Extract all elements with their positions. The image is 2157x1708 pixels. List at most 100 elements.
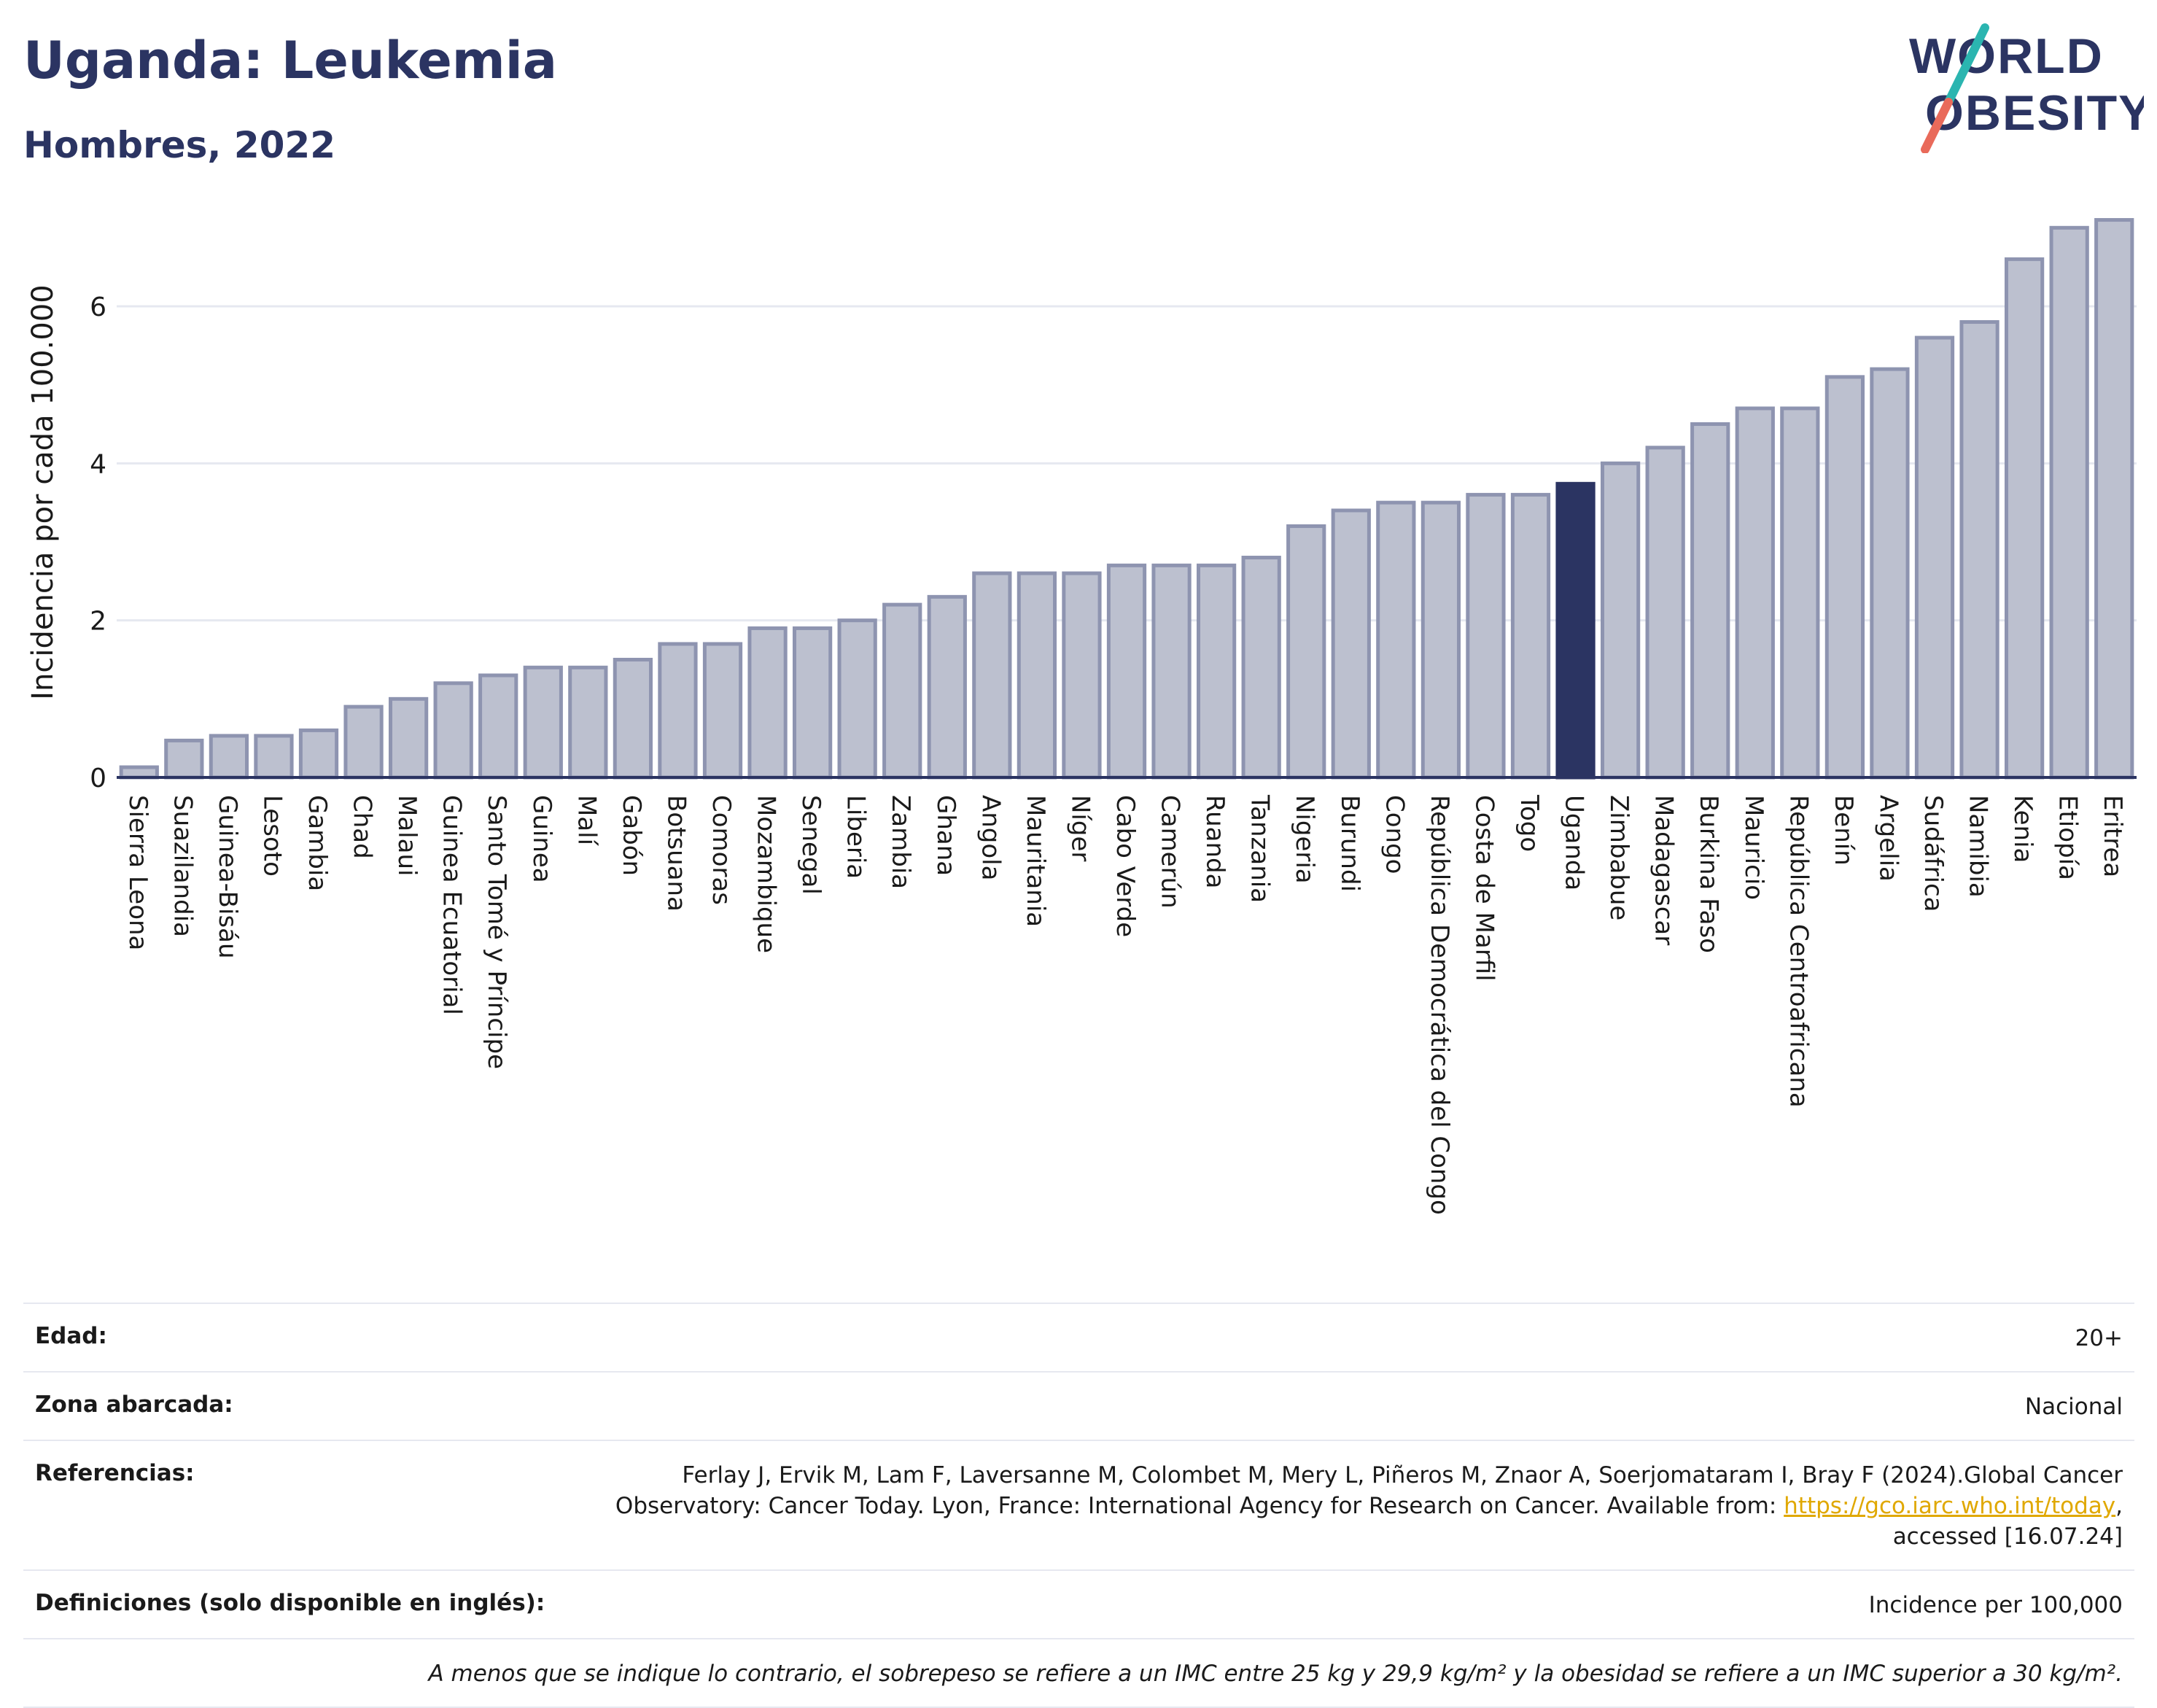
bar-botsuana <box>658 642 698 780</box>
bar-comoras <box>702 642 743 780</box>
ref-line-2: Observatory: Cancer Today. Lyon, France:… <box>615 1493 1784 1519</box>
bar-ghana <box>927 594 967 780</box>
bar-liberia <box>837 618 877 780</box>
bar-eritrea <box>2094 218 2134 780</box>
bar-etiopía <box>2049 225 2089 780</box>
x-tick-label: Madagascar <box>1649 795 1679 945</box>
y-tick-label: 4 <box>90 449 106 479</box>
x-tick-label: Sierra Leona <box>123 795 152 950</box>
x-tick-label: Comoras <box>707 795 736 905</box>
bar-madagascar <box>1645 446 1685 780</box>
x-tick-label: Cabo Verde <box>1111 795 1140 937</box>
x-tick-label: Eritrea <box>2098 795 2127 877</box>
page-title: Uganda: Leukemia <box>23 31 557 90</box>
x-tick-label: Congo <box>1380 795 1409 874</box>
x-tick-label: República Democrática del Congo <box>1425 795 1454 1215</box>
definiciones-label: Definiciones (solo disponible en inglés)… <box>35 1590 545 1616</box>
x-tick-label: Guinea <box>527 795 556 883</box>
x-tick-label: Liberia <box>842 795 871 879</box>
bar-malí <box>568 665 608 780</box>
x-tick-label: Kenia <box>2008 795 2037 863</box>
x-tick-label: Tanzania <box>1245 794 1275 903</box>
x-tick-label: Burkina Faso <box>1694 795 1723 953</box>
bar-república-centroafricana <box>1780 406 1820 780</box>
bar-mauricio <box>1735 406 1775 780</box>
axes: 0 2 4 6 <box>90 292 2137 793</box>
bar-mauritania <box>1017 571 1057 780</box>
bar-costa-de-marfil <box>1466 492 1506 780</box>
bar-gabón <box>613 657 653 780</box>
x-tick-label: Namibia <box>1964 795 1993 898</box>
bar-congo <box>1376 500 1416 780</box>
bar-tanzania <box>1241 556 1281 780</box>
x-tick-label: Angola <box>976 795 1005 880</box>
y-tick-label: 2 <box>90 607 106 637</box>
bar-mozambique <box>747 626 788 780</box>
x-tick-label: Argelia <box>1873 795 1903 882</box>
x-tick-label: Ghana <box>931 795 960 876</box>
bar-sudáfrica <box>1914 335 1955 780</box>
bar-república-democrática-del-congo <box>1420 500 1461 780</box>
info-row-zona: Zona abarcada: Nacional <box>23 1371 2134 1440</box>
x-tick-label: Camerún <box>1156 795 1185 909</box>
bar-lesoto <box>254 734 294 780</box>
category-labels: Sierra Leona Suazilandia Guinea-Bisáu Lesot… <box>123 794 2127 1215</box>
bar-argelia <box>1870 367 1910 780</box>
ref-link[interactable]: https://gco.iarc.who.int/today <box>1784 1493 2116 1519</box>
bar-guinea-ecuatorial <box>433 681 473 780</box>
bar-namibia <box>1959 320 1999 780</box>
bar-zimbabue <box>1600 461 1641 780</box>
x-tick-label: Benín <box>1829 795 1858 866</box>
x-tick-label: Ruanda <box>1200 795 1229 888</box>
svg-text:WORLD: WORLD <box>1909 28 2104 84</box>
zona-value: Nacional <box>2024 1394 2123 1420</box>
bars <box>119 218 2134 780</box>
x-tick-label: Guinea-Bisáu <box>213 795 242 959</box>
bar-cabo-verde <box>1106 563 1147 780</box>
bar-camerún <box>1151 563 1192 780</box>
bar-nigeria <box>1286 524 1326 780</box>
x-tick-label: Malaui <box>392 795 421 876</box>
ref-comma: , <box>2115 1493 2123 1519</box>
x-tick-label: Zambia <box>886 795 915 889</box>
footnote: A menos que se indique lo contrario, el … <box>428 1661 2123 1687</box>
x-tick-label: Senegal <box>796 795 825 895</box>
x-tick-label: Etiopía <box>2053 795 2083 880</box>
bar-malaui <box>388 696 429 780</box>
bar-gambia <box>298 728 339 780</box>
x-tick-label: Gabón <box>617 795 646 876</box>
x-tick-label: Nigeria <box>1290 795 1319 884</box>
x-tick-label: Uganda <box>1560 795 1589 890</box>
x-tick-label: Suazilandia <box>168 795 197 937</box>
y-tick-label: 0 <box>90 764 106 793</box>
x-tick-label: República Centroafricana <box>1784 795 1813 1108</box>
x-tick-label: Zimbabue <box>1604 795 1633 920</box>
x-tick-label: Lesoto <box>257 795 287 877</box>
ref-line-1: Ferlay J, Ervik M, Lam F, Laversanne M, … <box>682 1462 2123 1488</box>
x-tick-label: Malí <box>572 795 601 847</box>
ref-line-3: accessed [16.07.24] <box>1892 1523 2123 1550</box>
x-tick-label: Níger <box>1065 795 1095 861</box>
y-tick-label: 6 <box>90 292 106 322</box>
x-tick-label: Burundi <box>1335 795 1364 892</box>
x-tick-label: Santo Tomé y Príncipe <box>482 795 511 1069</box>
zona-label: Zona abarcada: <box>35 1391 233 1418</box>
bar-santo-tomé-y-príncipe <box>478 673 518 780</box>
x-tick-label: Togo <box>1515 794 1544 852</box>
info-table: Edad: 20+ Zona abarcada: Nacional Refere… <box>23 1303 2134 1708</box>
x-tick-label: Mauricio <box>1739 795 1768 900</box>
svg-text:OBESITY: OBESITY <box>1925 85 2144 141</box>
info-row-definiciones: Definiciones (solo disponible en inglés)… <box>23 1569 2134 1638</box>
definiciones-value: Incidence per 100,000 <box>1868 1592 2123 1618</box>
world-obesity-logo: WORLD OBESITY <box>1909 23 2144 153</box>
x-tick-label: Mauritania <box>1021 795 1050 927</box>
bar-guinea-bisáu <box>209 734 249 780</box>
edad-value: 20+ <box>2075 1325 2123 1351</box>
y-axis-label: Incidencia por cada 100.000 <box>26 284 60 700</box>
bar-níger <box>1062 571 1102 780</box>
edad-label: Edad: <box>35 1323 107 1349</box>
x-tick-label: Chad <box>348 795 377 859</box>
bar-chart: 0 2 4 6 Sierra Leona Suazilandia Guinea-Bisáu… <box>26 218 2137 1215</box>
bar-chad <box>343 704 384 780</box>
bar-togo <box>1510 492 1551 780</box>
